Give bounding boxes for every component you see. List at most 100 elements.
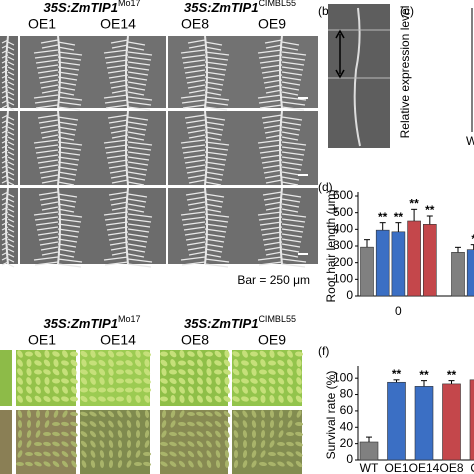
root-hair	[187, 39, 206, 44]
header-text: 35S:ZmTIP1	[44, 316, 118, 331]
root-hair	[281, 86, 300, 91]
root-hair	[7, 146, 15, 151]
root-hair	[39, 169, 59, 174]
leaf	[117, 420, 123, 428]
root-hair	[127, 121, 148, 126]
leaf	[70, 441, 78, 447]
leaf	[108, 460, 114, 468]
leaf	[98, 368, 106, 376]
leaf	[89, 387, 97, 393]
leaf	[178, 377, 186, 385]
root-hair	[1, 89, 9, 94]
root-hair	[204, 193, 225, 198]
root-hair	[110, 201, 129, 206]
root-hair	[57, 193, 78, 198]
root-hair	[204, 121, 225, 126]
root-hair	[1, 59, 9, 64]
root-hair	[127, 263, 152, 268]
genotype-header: 35S:ZmTIP1CIMBL55	[184, 0, 296, 15]
leaf	[295, 351, 303, 357]
root-hair	[262, 119, 283, 124]
root-hair	[7, 61, 15, 66]
leaf	[161, 430, 167, 438]
leaf	[206, 386, 212, 394]
root-hair	[127, 106, 151, 111]
leaf	[232, 378, 240, 384]
leaf	[296, 386, 302, 394]
root-hair	[188, 89, 206, 94]
root-hair	[204, 56, 229, 61]
root-hair	[127, 228, 150, 233]
leaf	[62, 410, 68, 418]
leaf	[44, 386, 50, 394]
root	[125, 110, 129, 186]
leaf	[187, 351, 195, 357]
bar	[442, 383, 461, 461]
root-hair	[7, 81, 15, 86]
root-hair	[204, 96, 230, 101]
leaf	[143, 387, 151, 393]
leaf	[44, 410, 50, 418]
root-hair	[7, 56, 15, 61]
leaf	[287, 395, 293, 403]
leaf	[70, 351, 78, 357]
leaf	[179, 350, 185, 358]
leaf	[43, 451, 51, 457]
root-hair	[57, 263, 82, 268]
leaf	[251, 410, 257, 418]
root-hair	[281, 126, 301, 131]
root-hair	[57, 101, 82, 106]
root-hair	[1, 256, 9, 261]
leaf	[278, 420, 284, 428]
leaf	[80, 421, 88, 427]
root-hair	[7, 203, 15, 208]
root-hair	[104, 144, 129, 149]
column-label: OE9	[258, 16, 286, 32]
root-hair	[281, 81, 301, 86]
leaf	[116, 351, 124, 357]
scale-bar	[298, 174, 308, 176]
leaf	[161, 368, 167, 376]
root-hair	[265, 179, 283, 184]
root-hair	[1, 164, 9, 169]
root-hair	[186, 79, 206, 84]
root-hair	[281, 151, 305, 156]
root-hair	[257, 211, 283, 216]
root-hair	[204, 171, 224, 176]
root-hair	[108, 119, 129, 124]
leaf	[187, 431, 195, 437]
leaf	[206, 440, 212, 448]
leaf	[17, 395, 23, 403]
leaf	[242, 450, 248, 458]
leaf	[205, 421, 213, 427]
leaf	[34, 360, 42, 366]
leaf	[108, 450, 114, 458]
root-hair	[38, 74, 59, 79]
root-hair	[265, 206, 283, 211]
leaf	[61, 441, 69, 447]
root-hair	[33, 211, 59, 216]
root-hair	[39, 196, 59, 201]
root-hair	[281, 258, 307, 263]
leaf	[268, 451, 276, 457]
root-hair	[281, 213, 307, 218]
root-hair	[204, 81, 224, 86]
leaf	[170, 386, 176, 394]
root-hair	[7, 171, 15, 176]
leaf	[295, 395, 303, 403]
root-hair	[40, 84, 59, 89]
leaf	[125, 369, 133, 375]
root-hair	[182, 149, 206, 154]
leaf	[25, 461, 33, 467]
leaf	[135, 410, 141, 418]
leaf	[287, 350, 293, 358]
root-hair	[7, 176, 15, 181]
leaf	[43, 369, 51, 375]
root-hair	[41, 44, 59, 49]
leaf	[144, 440, 150, 448]
leaf	[35, 410, 41, 418]
leaf	[260, 359, 266, 367]
leaf	[251, 368, 257, 376]
leaf	[169, 377, 177, 385]
root-hair	[180, 139, 206, 144]
